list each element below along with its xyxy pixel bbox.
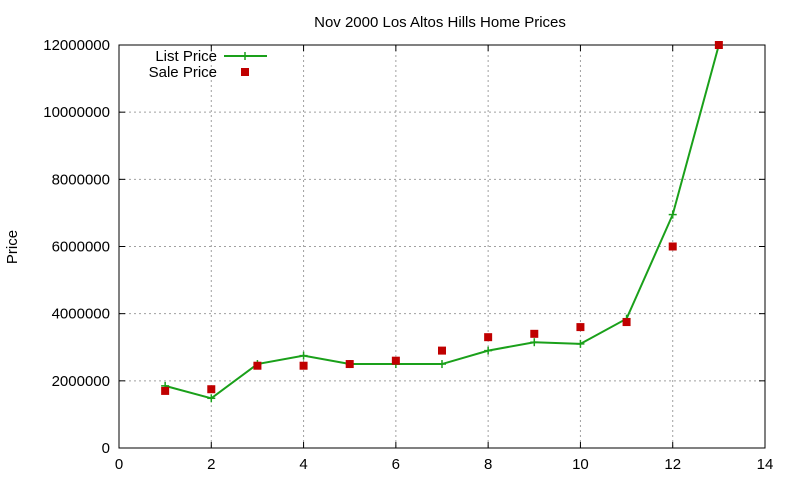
x-tick-label: 6 (392, 456, 400, 473)
sale-price-point (668, 242, 677, 251)
sale-price-point (161, 386, 170, 395)
legend-label: List Price (155, 48, 217, 65)
sale-price-point (714, 41, 723, 49)
sale-price-point (576, 323, 585, 332)
list-price-point (668, 210, 677, 219)
x-tick-label: 10 (572, 456, 589, 473)
sale-price-point (391, 356, 400, 365)
list-price-point (484, 346, 493, 355)
legend-label: Sale Price (149, 64, 217, 81)
y-tick-label: 2000000 (52, 373, 110, 390)
sale-price-point (484, 333, 493, 342)
data-series (161, 41, 723, 403)
y-tick-label: 4000000 (52, 306, 110, 323)
list-price-point (299, 351, 308, 360)
plot-frame (118, 44, 766, 449)
y-axis-label: Price (4, 230, 21, 264)
list-price-point (438, 360, 446, 369)
y-tick-label: 6000000 (52, 239, 110, 256)
x-tick-label: 14 (757, 456, 774, 473)
sale-price-point (207, 385, 216, 394)
list-price-point (530, 338, 539, 347)
x-tick-label: 2 (207, 456, 215, 473)
y-tick-label: 8000000 (52, 171, 110, 188)
sale-price-point (253, 361, 262, 370)
y-tick-label: 10000000 (43, 104, 110, 121)
list-price-point (576, 339, 585, 348)
sale-price-point (622, 318, 631, 327)
y-tick-label: 12000000 (43, 37, 110, 54)
sale-price-point (345, 360, 354, 369)
x-tick-label: 12 (664, 456, 681, 473)
x-tick-label: 4 (299, 456, 307, 473)
axes: 0 2 4 6 8 10 12 14 0 2000000 4000000 6000000 8000000… (43, 37, 773, 473)
legend-square-swatch (241, 68, 249, 76)
sale-price-point (299, 361, 308, 370)
x-tick-label: 8 (484, 456, 492, 473)
chart-title: Nov 2000 Los Altos Hills Home Prices (314, 14, 566, 31)
y-tick-label: 0 (102, 440, 110, 457)
list-price-point (207, 394, 216, 403)
sale-price-point (438, 346, 446, 355)
x-tick-label: 0 (115, 456, 123, 473)
sale-price-point (530, 329, 539, 338)
